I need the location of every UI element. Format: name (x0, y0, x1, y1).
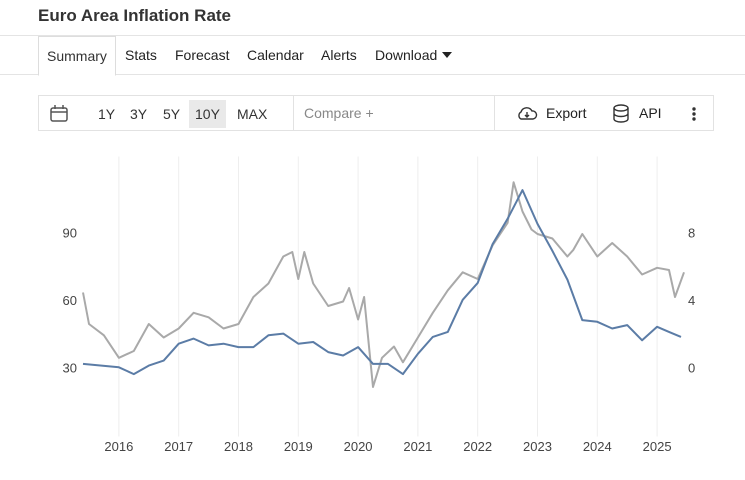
tab[interactable]: Stats (125, 47, 157, 63)
tab[interactable]: Summary (38, 36, 116, 76)
y2-tick-label: 8 (688, 225, 695, 240)
tab[interactable]: Forecast (175, 47, 230, 63)
range-button[interactable]: 5Y (163, 106, 181, 122)
range-button[interactable]: 3Y (130, 106, 148, 122)
x-tick-label: 2016 (104, 439, 133, 454)
range-button[interactable]: MAX (237, 106, 268, 122)
more-menu[interactable] (692, 106, 696, 122)
compare-input[interactable]: Compare + (293, 96, 495, 130)
x-tick-label: 2025 (643, 439, 672, 454)
export-button[interactable]: Export (546, 105, 587, 121)
y-tick-label: 90 (63, 225, 77, 240)
data-line (82, 181, 685, 388)
x-tick-label: 2017 (164, 439, 193, 454)
x-tick-label: 2024 (583, 439, 612, 454)
tab[interactable]: Download (375, 47, 438, 63)
x-tick-label: 2022 (463, 439, 492, 454)
dropdown-caret (442, 52, 452, 58)
range-button[interactable]: 10Y (189, 100, 226, 128)
y-tick-label: 30 (63, 360, 77, 375)
data-line (82, 189, 682, 376)
api-icon (613, 104, 629, 123)
y2-tick-label: 4 (688, 293, 695, 308)
range-button[interactable]: 1Y (98, 106, 116, 122)
calendar-icon[interactable] (50, 105, 68, 122)
api-button[interactable]: API (639, 105, 662, 121)
y2-tick-label: 0 (688, 360, 695, 375)
tab[interactable]: Calendar (247, 47, 304, 63)
x-tick-label: 2018 (224, 439, 253, 454)
x-tick-label: 2023 (523, 439, 552, 454)
tab-bar: Summary Stats Forecast Calendar Alerts D… (0, 35, 745, 76)
tab[interactable]: Alerts (321, 47, 357, 63)
page-title: Euro Area Inflation Rate (38, 6, 232, 25)
y-tick-label: 60 (63, 293, 77, 308)
x-tick-label: 2021 (403, 439, 432, 454)
x-tick-label: 2019 (284, 439, 313, 454)
x-tick-label: 2020 (344, 439, 373, 454)
export-icon (518, 107, 538, 120)
toolbar: 1Y 3Y 5Y 10Y MAX Compare + Export API (38, 95, 714, 131)
chart: 2016 2017 2018 2019 2020 2021 2022 2023 2024 2025… (63, 156, 695, 454)
